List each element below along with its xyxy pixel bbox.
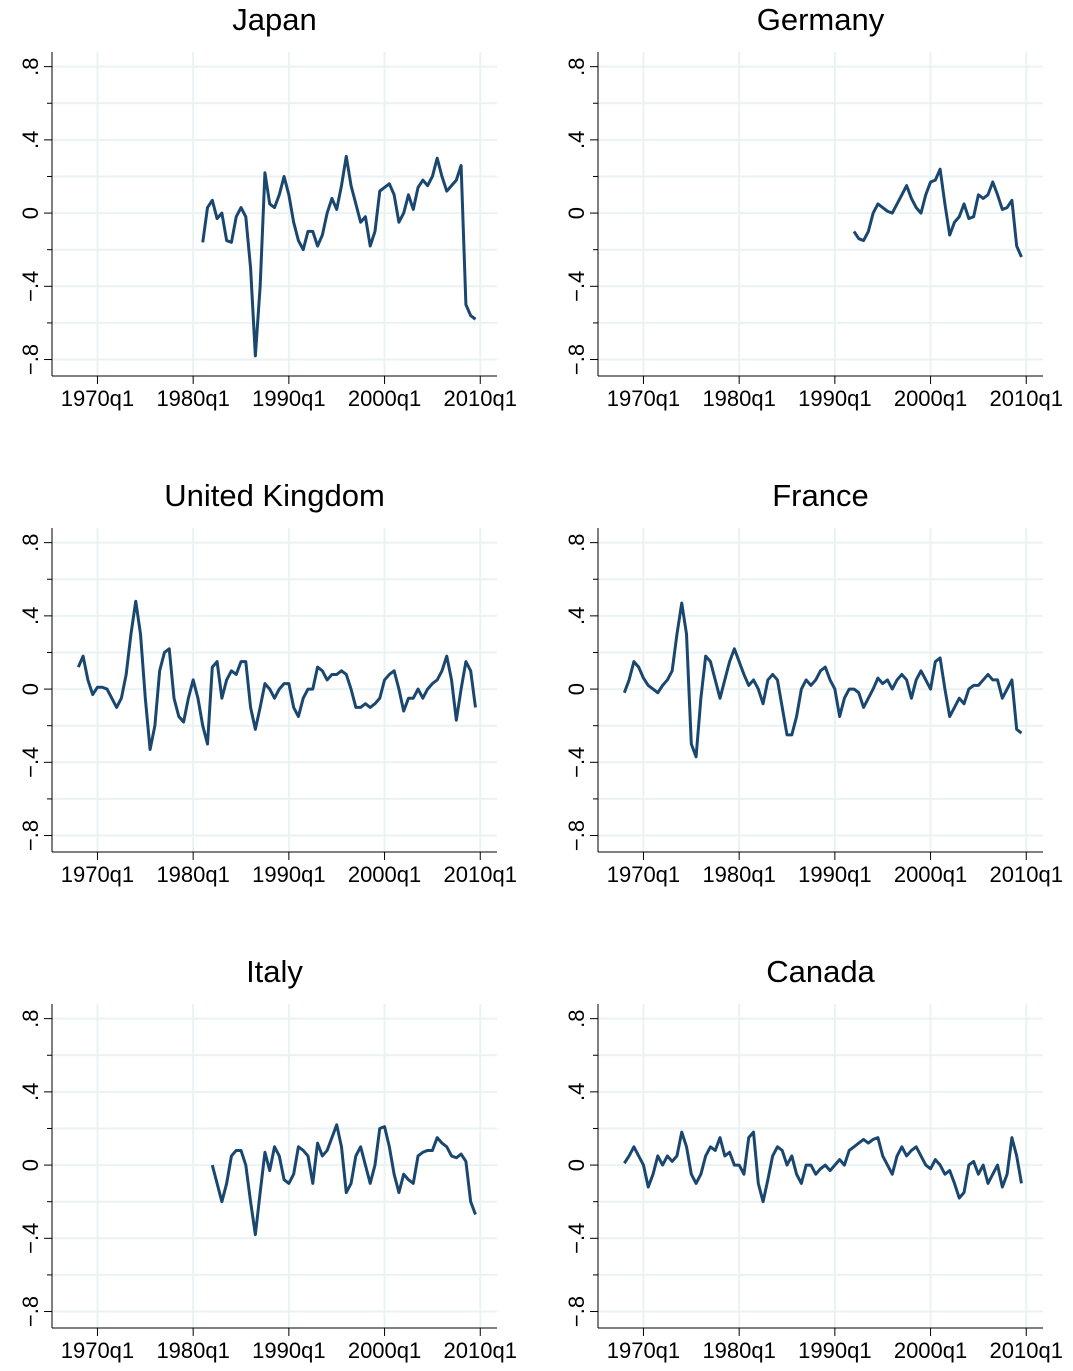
x-tick-label: 1990q1: [252, 386, 325, 411]
x-tick-label: 2010q1: [990, 386, 1063, 411]
series-line: [623, 1130, 1023, 1204]
y-tick-label: −.8: [564, 820, 589, 851]
y-tick-label: −.8: [18, 344, 43, 375]
x-tick-label: 1970q1: [61, 1338, 134, 1363]
y-tick-label: .4: [564, 131, 589, 149]
y-tick-label: 0: [18, 1159, 43, 1171]
x-tick-label: 1970q1: [607, 1338, 680, 1363]
y-tick-label: 0: [564, 207, 589, 219]
y-tick-label: .4: [564, 1083, 589, 1101]
y-tick-label: −.4: [18, 1223, 43, 1254]
x-tick-label: 2000q1: [348, 386, 421, 411]
y-tick-label: 0: [18, 683, 43, 695]
x-tick-label: 1970q1: [607, 386, 680, 411]
x-tick-label: 2000q1: [894, 862, 967, 887]
x-tick-label: 1970q1: [61, 386, 134, 411]
y-tick-label: −.4: [18, 747, 43, 778]
x-tick-label: 1980q1: [702, 1338, 775, 1363]
y-tick-label: .4: [564, 607, 589, 625]
series-line: [622, 601, 1023, 759]
y-tick-label: .4: [18, 1083, 43, 1101]
x-tick-label: 2010q1: [444, 1338, 517, 1363]
y-tick-label: .8: [18, 1009, 43, 1027]
x-tick-label: 1990q1: [798, 862, 871, 887]
x-tick-label: 1990q1: [252, 862, 325, 887]
x-tick-label: 2000q1: [348, 862, 421, 887]
y-tick-label: .8: [18, 533, 43, 551]
panel: United Kingdom −.8 −.4 0 .4 .8 1970q1 1980q1 199…: [18, 478, 517, 887]
y-tick-label: .8: [564, 1009, 589, 1027]
x-tick-label: 1970q1: [607, 862, 680, 887]
chart-title: Japan: [232, 2, 316, 37]
y-tick-label: .8: [564, 533, 589, 551]
chart-title: Italy: [246, 954, 303, 989]
panel: Japan −.8 −.4 0 .4 .8 1970q1 1980q1 1990q1 2000q1…: [18, 2, 517, 411]
series-line: [76, 599, 477, 751]
y-tick-label: 0: [564, 1159, 589, 1171]
panel: Canada −.8 −.4 0 .4 .8 1970q1 1980q1 1990q1 2000q…: [564, 954, 1063, 1363]
series-line: [201, 154, 477, 358]
y-tick-label: .4: [18, 131, 43, 149]
y-tick-label: −.8: [564, 1296, 589, 1327]
x-tick-label: 1990q1: [798, 386, 871, 411]
series-line: [210, 1123, 477, 1237]
x-tick-label: 1980q1: [156, 386, 229, 411]
y-tick-label: 0: [18, 207, 43, 219]
panel: Italy −.8 −.4 0 .4 .8 1970q1 1980q1 1990q1 2000q1…: [18, 954, 517, 1363]
y-tick-label: −.4: [18, 271, 43, 302]
x-tick-label: 1980q1: [156, 1338, 229, 1363]
x-tick-label: 1990q1: [252, 1338, 325, 1363]
x-tick-label: 1990q1: [798, 1338, 871, 1363]
y-tick-label: −.4: [564, 747, 589, 778]
y-tick-label: 0: [564, 683, 589, 695]
x-tick-label: 1980q1: [702, 862, 775, 887]
y-tick-label: −.4: [564, 1223, 589, 1254]
x-tick-label: 1980q1: [702, 386, 775, 411]
chart-title: United Kingdom: [164, 478, 385, 513]
y-tick-label: −.8: [18, 820, 43, 851]
x-tick-label: 2010q1: [990, 862, 1063, 887]
x-tick-label: 2010q1: [444, 862, 517, 887]
chart-title: Canada: [766, 954, 875, 989]
panel: France −.8 −.4 0 .4 .8 1970q1 1980q1 1990q1 2000q…: [564, 478, 1063, 887]
x-tick-label: 2000q1: [894, 386, 967, 411]
y-tick-label: .8: [564, 57, 589, 75]
x-tick-label: 1970q1: [61, 862, 134, 887]
series-line: [852, 167, 1023, 258]
x-tick-label: 2010q1: [444, 386, 517, 411]
y-tick-label: −.8: [18, 1296, 43, 1327]
chart-title: France: [772, 478, 868, 513]
x-tick-label: 1980q1: [156, 862, 229, 887]
y-tick-label: .4: [18, 607, 43, 625]
panel: Germany −.8 −.4 0 .4 .8 1970q1 1980q1 1990q1 2000…: [564, 2, 1063, 411]
x-tick-label: 2000q1: [348, 1338, 421, 1363]
y-tick-label: −.8: [564, 344, 589, 375]
x-tick-label: 2010q1: [990, 1338, 1063, 1363]
y-tick-label: −.4: [564, 271, 589, 302]
x-tick-label: 2000q1: [894, 1338, 967, 1363]
chart-title: Germany: [757, 2, 885, 37]
y-tick-label: .8: [18, 57, 43, 75]
